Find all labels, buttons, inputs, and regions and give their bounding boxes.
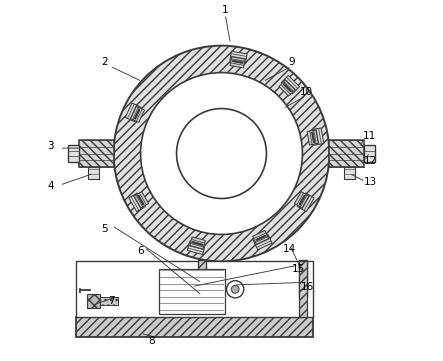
Polygon shape (131, 106, 144, 122)
Bar (76, 317, 313, 337)
Polygon shape (311, 132, 315, 143)
Polygon shape (233, 61, 243, 64)
Circle shape (231, 286, 239, 293)
Text: 12: 12 (364, 156, 377, 166)
Polygon shape (298, 193, 314, 212)
Bar (345, 167, 354, 179)
Polygon shape (190, 237, 205, 249)
Text: 2: 2 (101, 57, 108, 67)
Polygon shape (253, 234, 272, 250)
Text: 4: 4 (47, 181, 54, 191)
Circle shape (226, 280, 244, 298)
Text: 1: 1 (222, 5, 229, 15)
Bar (79, 140, 113, 167)
Text: 11: 11 (362, 131, 376, 140)
Polygon shape (299, 195, 305, 205)
Text: 16: 16 (301, 282, 315, 292)
Bar (330, 140, 364, 167)
Bar (100, 297, 118, 305)
Polygon shape (295, 192, 309, 208)
Bar (198, 260, 206, 297)
Bar (364, 145, 375, 162)
Polygon shape (135, 109, 140, 119)
Polygon shape (279, 80, 295, 96)
Polygon shape (134, 192, 148, 208)
Bar (299, 260, 307, 297)
Bar (87, 295, 100, 308)
Text: 14: 14 (283, 244, 296, 254)
Text: 15: 15 (292, 264, 305, 274)
Bar (68, 145, 79, 162)
Polygon shape (230, 51, 247, 64)
Bar (89, 167, 98, 179)
Text: 13: 13 (364, 177, 377, 187)
Bar (159, 269, 225, 314)
Text: 7: 7 (109, 296, 115, 306)
Circle shape (177, 109, 266, 199)
Polygon shape (230, 57, 245, 68)
Polygon shape (311, 128, 324, 145)
Text: 6: 6 (137, 245, 144, 256)
Text: 5: 5 (101, 224, 108, 234)
Polygon shape (283, 84, 291, 92)
Polygon shape (187, 241, 205, 255)
Bar (76, 261, 313, 317)
Circle shape (140, 73, 303, 234)
Text: 3: 3 (47, 142, 54, 151)
Text: 8: 8 (148, 335, 155, 345)
Polygon shape (307, 130, 319, 145)
Polygon shape (125, 103, 141, 122)
Bar (299, 261, 307, 317)
Polygon shape (192, 242, 202, 245)
Polygon shape (138, 195, 144, 205)
Polygon shape (129, 193, 145, 212)
Text: 9: 9 (288, 57, 295, 67)
Polygon shape (256, 235, 265, 240)
Polygon shape (281, 75, 299, 94)
Polygon shape (253, 230, 269, 244)
Text: 10: 10 (299, 87, 313, 97)
Circle shape (113, 45, 330, 261)
